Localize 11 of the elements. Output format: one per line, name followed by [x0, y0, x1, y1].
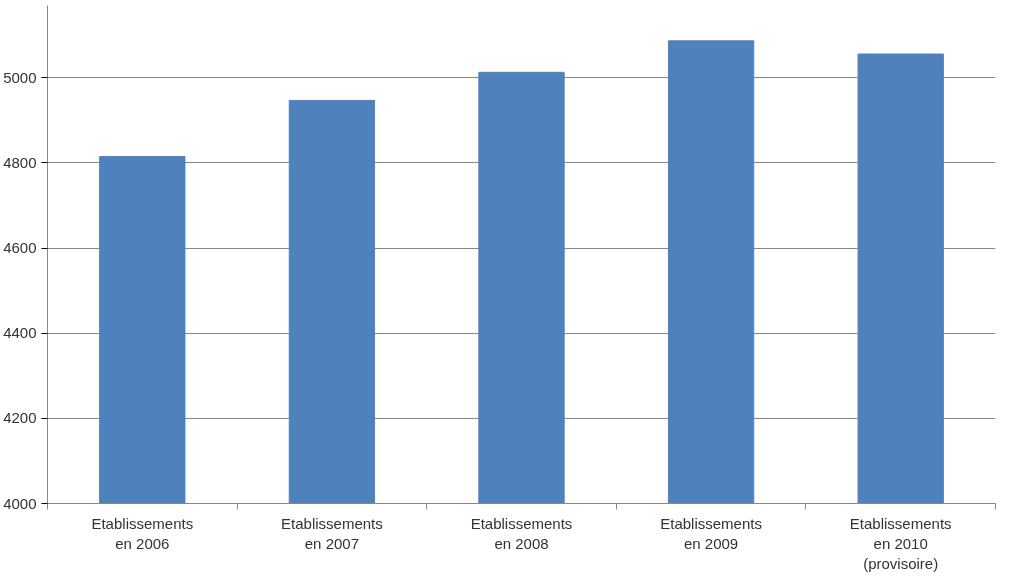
x-tick-label: Etablissements en 2009: [660, 514, 762, 552]
y-tick-label: 5000: [3, 68, 37, 86]
x-tick-label: Etablissements en 2007: [281, 514, 383, 552]
y-tick-label: 4200: [3, 409, 37, 427]
x-tick-label: Etablissements en 2010 (provisoire): [849, 514, 952, 573]
x-tick-label: Etablissements en 2008: [470, 514, 573, 552]
y-tick-label: 4600: [3, 239, 37, 257]
y-tick-label: 4000: [3, 494, 37, 512]
y-tick-label: 4800: [3, 153, 37, 171]
y-tick-label: 4400: [3, 324, 37, 342]
x-tick-label: Etablissements en 2006: [91, 514, 194, 552]
